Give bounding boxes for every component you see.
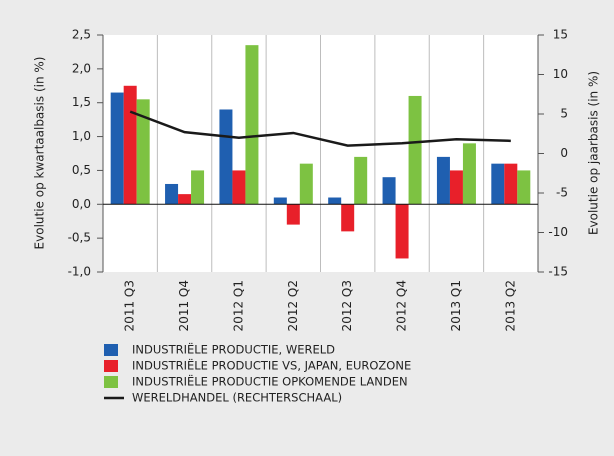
legend-swatch (104, 376, 118, 388)
bar (299, 163, 313, 205)
bar (110, 92, 124, 205)
bar (449, 170, 463, 205)
bar (491, 163, 505, 205)
y2-tick-label: 5 (560, 107, 568, 121)
legend-label: WERELDHANDEL (RECHTERSCHAAL) (132, 391, 342, 405)
bar (219, 109, 233, 205)
y-tick-label: 2,0 (72, 61, 91, 75)
x-tick-label: 2012 Q1 (231, 280, 245, 331)
y-tick-label: 0,5 (72, 163, 91, 177)
bar (273, 197, 287, 205)
bar (354, 156, 368, 205)
y2-tick-label: 10 (553, 67, 568, 81)
bar (178, 194, 192, 205)
bar (408, 95, 422, 205)
y-tick-label: -1,0 (68, 265, 91, 279)
y-tick-label: 1,0 (72, 129, 91, 143)
y-tick-label: 2,5 (72, 28, 91, 42)
bar (395, 204, 409, 259)
legend-label: INDUSTRIËLE PRODUCTIE VS, JAPAN, EUROZON… (132, 358, 411, 373)
y2-tick-label: -5 (556, 186, 568, 200)
legend-label: INDUSTRIËLE PRODUCTIE, WERELD (132, 342, 335, 357)
y-axis-label: Evolutie op kwartaalbasis (in %) (33, 57, 47, 250)
legend-label: INDUSTRIËLE PRODUCTIE OPKOMENDE LANDEN (132, 374, 408, 389)
x-tick-label: 2013 Q2 (503, 280, 517, 331)
y-tick-label: 1,5 (72, 95, 91, 109)
x-tick-label: 2012 Q4 (395, 280, 409, 331)
line-series (129, 110, 511, 147)
bar (341, 204, 355, 232)
bar (286, 204, 300, 225)
y-tick-label: 0,0 (72, 197, 91, 211)
y2-axis-label: Evolutie op jaarbasis (in %) (587, 71, 601, 235)
bar (165, 183, 179, 205)
y-tick-label: -0,5 (68, 231, 91, 245)
y2-tick-label: -10 (548, 225, 568, 239)
bar (328, 197, 342, 205)
bar (232, 170, 246, 205)
y2-tick-label: -15 (548, 265, 568, 279)
x-tick-label: 2011 Q3 (123, 280, 137, 331)
bar (462, 143, 476, 205)
bar (245, 45, 259, 205)
bar (382, 177, 396, 205)
bar (136, 99, 150, 205)
bar (123, 85, 137, 205)
x-tick-label: 2012 Q3 (340, 280, 354, 331)
y2-tick-label: 0 (560, 146, 568, 160)
bar (436, 156, 450, 205)
bar (517, 170, 531, 205)
x-tick-label: 2011 Q4 (177, 280, 191, 331)
bar (191, 170, 205, 205)
y2-tick-label: 15 (553, 28, 568, 42)
legend-swatch (104, 360, 118, 372)
x-tick-label: 2013 Q1 (449, 280, 463, 331)
x-tick-label: 2012 Q2 (286, 280, 300, 331)
bar (504, 163, 518, 205)
legend-swatch (104, 344, 118, 356)
